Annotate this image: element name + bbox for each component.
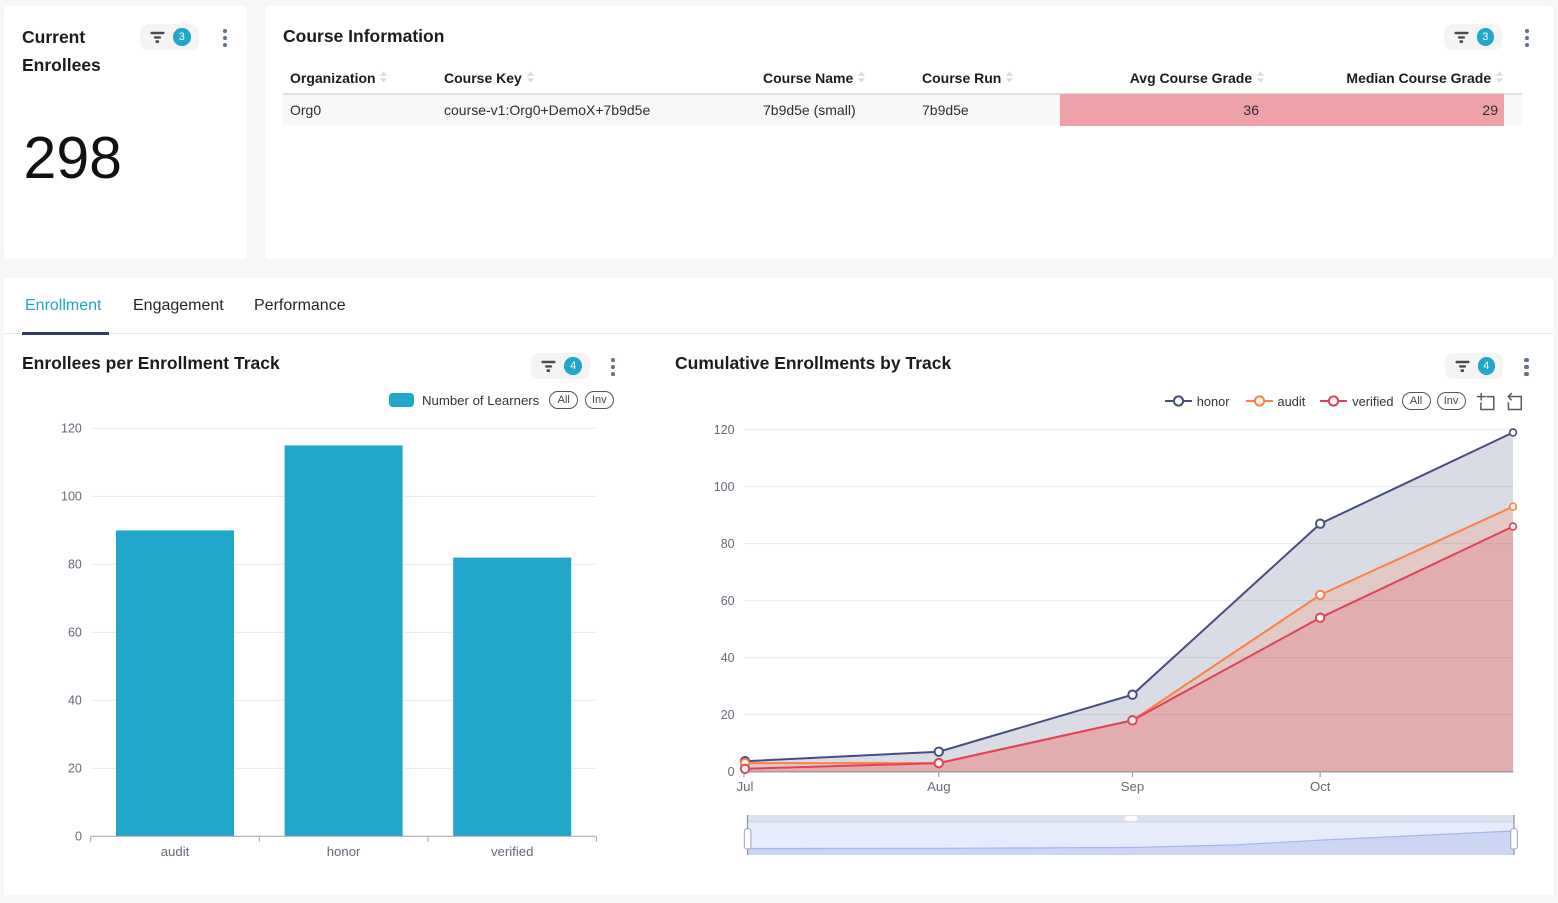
svg-text:audit: audit — [161, 844, 190, 859]
svg-text:60: 60 — [68, 626, 82, 640]
svg-text:60: 60 — [721, 594, 735, 608]
svg-text:Sep: Sep — [1121, 779, 1144, 794]
svg-text:80: 80 — [721, 537, 735, 551]
svg-text:0: 0 — [75, 830, 82, 844]
svg-text:40: 40 — [68, 694, 82, 708]
svg-text:Jul: Jul — [737, 779, 754, 794]
svg-text:120: 120 — [61, 422, 82, 436]
svg-text:100: 100 — [714, 480, 735, 494]
svg-text:40: 40 — [721, 651, 735, 665]
svg-text:Aug: Aug — [927, 779, 950, 794]
svg-text:Oct: Oct — [1310, 779, 1331, 794]
svg-text:20: 20 — [68, 762, 82, 776]
svg-text:0: 0 — [728, 765, 735, 779]
svg-text:20: 20 — [721, 708, 735, 722]
svg-text:120: 120 — [714, 423, 735, 437]
svg-text:verified: verified — [491, 844, 534, 859]
svg-text:honor: honor — [327, 844, 361, 859]
svg-text:80: 80 — [68, 558, 82, 572]
svg-text:100: 100 — [61, 490, 82, 504]
